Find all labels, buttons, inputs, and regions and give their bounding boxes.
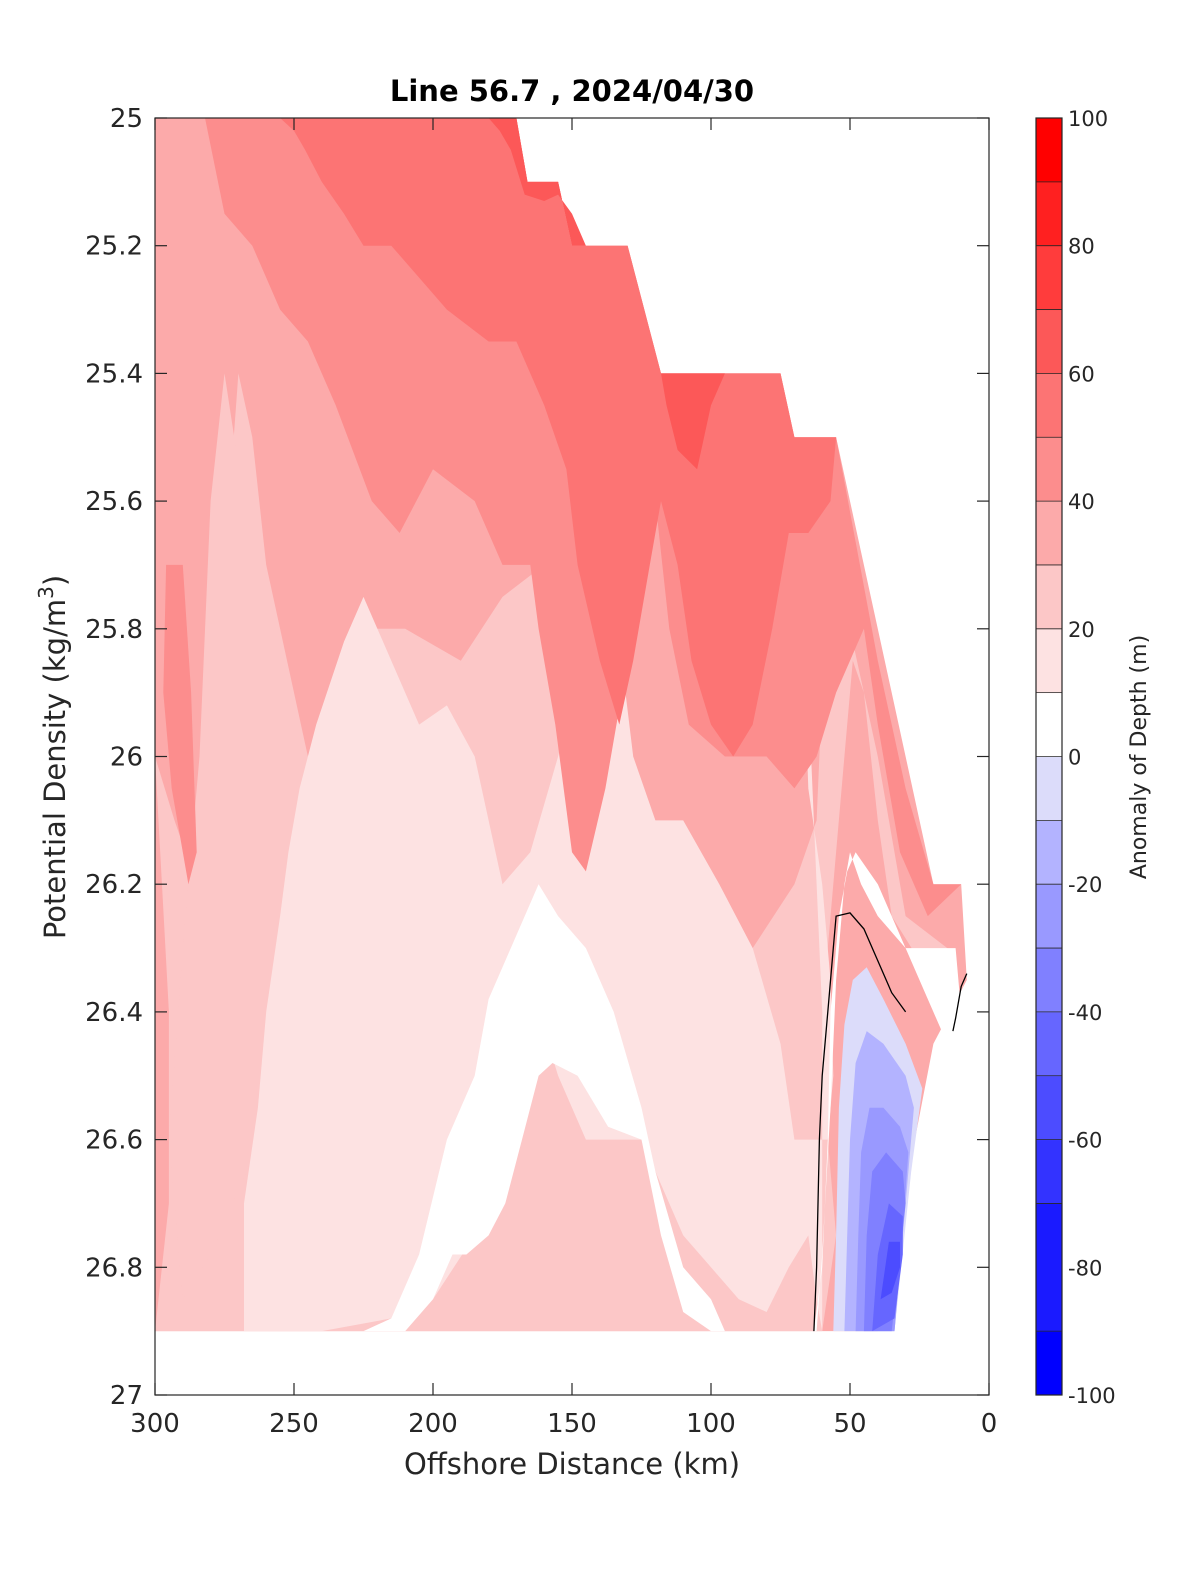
contour-region-red-50-60: [280, 118, 837, 757]
contour-region-white-0-10-right: [813, 852, 962, 1332]
contour-region-red-40-50-left-pocket: [163, 564, 197, 885]
colorbar-swatch: [1036, 501, 1062, 566]
x-tick-label: 300: [130, 1409, 180, 1439]
colorbar-tick-label: -100: [1068, 1384, 1116, 1408]
colorbar-frame: [1035, 117, 1063, 1396]
colorbar-tick-label: 60: [1068, 362, 1095, 386]
y-axis: 25 25.2 25.4 25.6 25.8 26 26.2 26.4 26.6 26.8 27: [85, 104, 989, 1411]
zero-contour-line-0: [813, 912, 907, 1332]
colorbar-tick-label: 80: [1068, 235, 1095, 259]
colorbar-swatch: [1036, 820, 1062, 885]
y-axis-label-superscript: 3: [34, 586, 58, 599]
colorbar-swatch: [1036, 884, 1062, 949]
colorbar-swatch: [1036, 437, 1062, 502]
y-tick-label: 26.8: [85, 1253, 143, 1283]
y-tick-label: 25.6: [85, 487, 143, 517]
chart-title: Line 56.7 , 2024/04/30: [390, 74, 754, 108]
colorbar-swatch: [1036, 1203, 1062, 1332]
colorbar-tick-label: -20: [1068, 873, 1102, 897]
colorbar-swatch: [1036, 181, 1062, 247]
colorbar-tick-label: -80: [1068, 1256, 1102, 1280]
x-axis: 300 250 200 150 100 50 0: [130, 118, 997, 1439]
y-tick-label: 26: [110, 743, 143, 773]
y-tick-label: 25.4: [85, 359, 143, 389]
contour-region-white-0-10-center: [363, 884, 725, 1332]
x-tick-label: 50: [833, 1409, 866, 1439]
colorbar-swatch: [1036, 692, 1062, 757]
colorbar-swatch: [1036, 1011, 1062, 1077]
contour-region-red-60-70-mid: [661, 373, 725, 470]
colorbar-tick-label: 20: [1068, 618, 1095, 642]
colorbar-swatch: [1036, 245, 1062, 311]
y-tick-label: 26.6: [85, 1126, 143, 1156]
colorbar-swatch: [1036, 948, 1062, 1013]
zero-contour-line-1: [952, 973, 968, 1032]
colorbar-swatch: [1036, 564, 1062, 630]
y-tick-label: 26.2: [85, 870, 143, 900]
y-tick-label: 25.8: [85, 615, 143, 645]
contour-region-red-60-70: [488, 118, 586, 246]
colorbar-tick-label: -40: [1068, 1001, 1102, 1025]
colorbar-tick-label: 0: [1068, 746, 1081, 770]
y-tick-label: 25: [110, 104, 143, 134]
contour-region-blue-minus60-minus50: [880, 1241, 900, 1300]
colorbar-label: Anomaly of Depth (m): [1127, 635, 1152, 879]
colorbar-swatch: [1036, 373, 1062, 438]
colorbar-tick-label: 100: [1068, 107, 1108, 131]
colorbar-tick-label: 40: [1068, 490, 1095, 514]
colorbar-swatch: [1036, 1331, 1062, 1396]
y-axis-label: Potential Density (kg/m3): [34, 575, 72, 939]
colorbar-swatch: [1036, 756, 1062, 821]
x-tick-label: 150: [547, 1409, 597, 1439]
x-tick-label: 100: [686, 1409, 736, 1439]
colorbar-swatch: [1036, 1139, 1062, 1204]
colorbar-swatch: [1036, 118, 1062, 183]
y-tick-label: 25.2: [85, 232, 143, 262]
y-axis-label-close: ): [38, 575, 72, 586]
plot-area: [154, 117, 990, 1396]
y-axis-label-main: Potential Density (kg/m: [38, 599, 72, 939]
colorbar-tick-label: -60: [1068, 1129, 1102, 1153]
x-tick-label: 200: [408, 1409, 458, 1439]
y-tick-label: 27: [110, 1381, 143, 1411]
colorbar: 100 80 60 40 20 0 -20 -40 -60 -80 -100: [1035, 107, 1116, 1408]
x-axis-label: Offshore Distance (km): [404, 1447, 740, 1481]
contour-region-red-20-30-band: [168, 373, 267, 1300]
colorbar-swatch: [1036, 309, 1062, 374]
colorbar-swatch: [1036, 628, 1062, 694]
y-tick-label: 26.4: [85, 998, 143, 1028]
colorbar-swatch: [1036, 1075, 1062, 1141]
contour-region-red-40-50: [155, 118, 962, 917]
x-tick-label: 0: [981, 1409, 998, 1439]
x-tick-label: 250: [269, 1409, 319, 1439]
